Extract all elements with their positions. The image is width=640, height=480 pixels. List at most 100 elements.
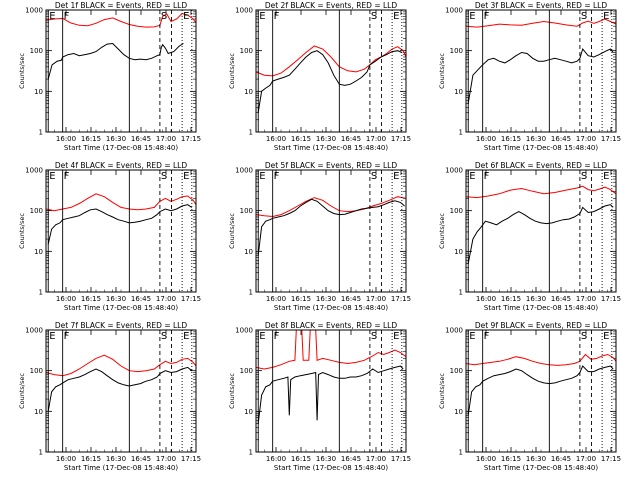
lld-series-line (256, 330, 406, 370)
events-series-line (47, 204, 193, 245)
events-series-line (47, 366, 193, 412)
events-series-line (467, 204, 614, 264)
plot-frame (255, 9, 407, 133)
panel-title: Det 6f BLACK = Events, RED = LLD (475, 161, 608, 170)
plot-frame (465, 169, 617, 293)
x-tick-label: 17:00 (576, 455, 596, 463)
x-tick-label: 16:45 (551, 295, 571, 303)
marker-label: E (259, 11, 265, 22)
y-tick-label: 1 (39, 449, 43, 457)
y-tick-label: 1 (249, 289, 253, 297)
marker-label: F (484, 171, 490, 182)
marker-label: E (603, 11, 609, 22)
y-tick-label: 1 (459, 129, 463, 137)
panel-title: Det 8f BLACK = Events, RED = LLD (265, 321, 398, 330)
y-axis-label: Counts/sec (228, 213, 236, 249)
lld-series-line (466, 353, 616, 366)
x-tick-label: 17:15 (601, 455, 621, 463)
x-tick-label: 16:00 (56, 455, 76, 463)
x-axis-label: Start Time (17-Dec-08 15:48:40) (64, 144, 178, 152)
y-tick-label: 1000 (235, 7, 253, 15)
events-series-line (257, 50, 403, 113)
marker-label: E (49, 171, 55, 182)
y-tick-label: 100 (240, 367, 253, 375)
y-tick-label: 10 (34, 88, 43, 96)
x-tick-label: 17:15 (391, 295, 411, 303)
y-tick-label: 10 (454, 248, 463, 256)
x-tick-label: 17:00 (366, 135, 386, 143)
panel-title: Det 4f BLACK = Events, RED = LLD (55, 161, 188, 170)
panel-title: Det 3f BLACK = Events, RED = LLD (475, 1, 608, 10)
plot-frame (45, 169, 197, 293)
marker-label: S (581, 331, 587, 342)
x-tick-label: 16:15 (81, 455, 101, 463)
y-tick-label: 100 (30, 207, 43, 215)
x-axis-label: Start Time (17-Dec-08 15:48:40) (484, 464, 598, 472)
x-tick-label: 16:15 (501, 135, 521, 143)
events-series-line (47, 42, 184, 80)
y-axis-label: Counts/sec (228, 373, 236, 409)
x-tick-label: 17:00 (156, 295, 176, 303)
y-tick-label: 1000 (25, 167, 43, 175)
marker-label: E (183, 331, 189, 342)
panel-title: Det 5f BLACK = Events, RED = LLD (265, 161, 398, 170)
marker-label: S (161, 11, 167, 22)
y-tick-label: 10 (244, 248, 253, 256)
y-tick-label: 100 (30, 367, 43, 375)
x-tick-label: 17:00 (156, 455, 176, 463)
marker-label: F (274, 171, 280, 182)
x-tick-label: 16:45 (551, 135, 571, 143)
panel-title: Det 9f BLACK = Events, RED = LLD (475, 321, 608, 330)
panel-det-2: Det 2f BLACK = Events, RED = LLD 1 10 100 10… (228, 1, 411, 152)
x-tick-label: 16:30 (316, 295, 336, 303)
y-tick-label: 1000 (235, 327, 253, 335)
x-tick-label: 16:30 (106, 455, 126, 463)
x-tick-label: 16:45 (341, 455, 361, 463)
y-tick-label: 1000 (445, 327, 463, 335)
x-tick-label: 17:00 (156, 135, 176, 143)
x-tick-label: 16:15 (81, 135, 101, 143)
x-tick-label: 17:15 (181, 135, 201, 143)
x-tick-label: 16:45 (341, 135, 361, 143)
marker-label: E (259, 171, 265, 182)
x-tick-label: 16:15 (81, 295, 101, 303)
panel-det-7: Det 7f BLACK = Events, RED = LLD 1 10 100 10… (18, 321, 201, 472)
y-tick-label: 1000 (25, 7, 43, 15)
x-tick-label: 16:30 (526, 135, 546, 143)
y-tick-label: 1000 (445, 7, 463, 15)
marker-label: E (393, 11, 399, 22)
y-tick-label: 10 (244, 408, 253, 416)
x-tick-label: 17:00 (366, 295, 386, 303)
marker-label: F (484, 11, 490, 22)
x-tick-label: 16:45 (341, 295, 361, 303)
x-axis-label: Start Time (17-Dec-08 15:48:40) (484, 144, 598, 152)
marker-label: S (581, 11, 587, 22)
y-tick-label: 10 (454, 408, 463, 416)
y-tick-label: 100 (450, 367, 463, 375)
marker-label: F (274, 331, 280, 342)
marker-label: S (581, 171, 587, 182)
panel-det-4: Det 4f BLACK = Events, RED = LLD 1 10 100 10… (18, 161, 201, 312)
y-tick-label: 10 (244, 88, 253, 96)
y-axis-label: Counts/sec (18, 373, 26, 409)
x-tick-label: 16:00 (266, 135, 286, 143)
y-tick-label: 100 (450, 207, 463, 215)
x-tick-label: 16:30 (316, 135, 336, 143)
x-tick-label: 16:00 (476, 295, 496, 303)
y-axis-label: Counts/sec (438, 373, 446, 409)
marker-label: E (49, 11, 55, 22)
x-tick-label: 16:30 (316, 455, 336, 463)
y-tick-label: 100 (450, 47, 463, 55)
x-tick-label: 16:45 (131, 295, 151, 303)
y-tick-label: 100 (30, 47, 43, 55)
marker-label: E (603, 171, 609, 182)
lld-series-line (256, 45, 406, 77)
y-tick-label: 1000 (445, 167, 463, 175)
marker-label: E (183, 171, 189, 182)
x-axis-label: Start Time (17-Dec-08 15:48:40) (274, 464, 388, 472)
y-tick-label: 1000 (25, 327, 43, 335)
plot-frame (465, 329, 617, 453)
y-tick-label: 1 (39, 289, 43, 297)
x-tick-label: 16:15 (501, 295, 521, 303)
events-series-line (257, 198, 405, 256)
